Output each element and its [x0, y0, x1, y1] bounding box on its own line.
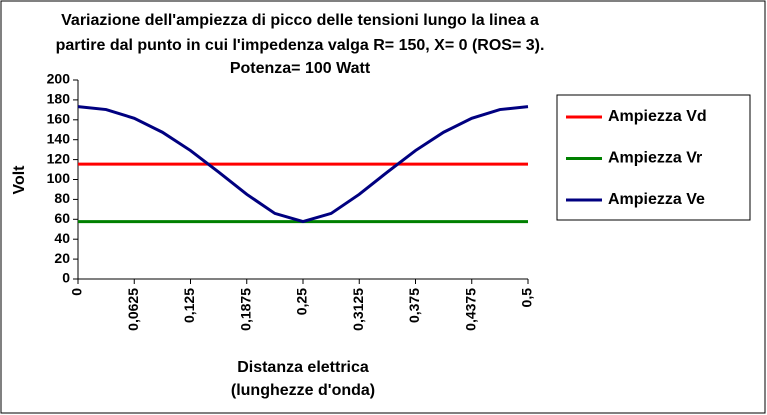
chart-subtitle: Potenza= 100 Watt — [230, 60, 371, 77]
x-axis-title: (lunghezze d'onda) — [231, 382, 375, 399]
x-tick-label: 0,5 — [519, 288, 535, 308]
series-line — [77, 105, 529, 224]
x-tick-label: 0,4375 — [462, 288, 478, 331]
y-tick-label: 80 — [54, 190, 70, 206]
y-tick-label: 200 — [47, 71, 71, 87]
x-tick-label: 0,25 — [294, 288, 310, 315]
chart-title: Variazione dell'ampiezza di picco delle … — [61, 12, 539, 29]
y-tick-label: 120 — [47, 150, 71, 166]
y-axis-title: Volt — [11, 165, 28, 195]
x-tick-label: 0,125 — [181, 288, 197, 323]
y-tick-label: 20 — [54, 250, 70, 266]
legend-label: Ampiezza Ve — [608, 191, 705, 208]
y-tick-label: 60 — [54, 210, 70, 226]
y-tick-label: 40 — [54, 230, 70, 246]
x-axis-title: Distanza elettrica — [237, 359, 369, 376]
x-tick-label: 0,1875 — [237, 288, 253, 331]
chart-title: partire dal punto in cui l'impedenza val… — [56, 37, 545, 54]
y-tick-label: 100 — [47, 170, 71, 186]
x-tick-label: 0,375 — [406, 288, 422, 323]
legend-label: Ampiezza Vr — [608, 150, 702, 167]
y-tick-label: 0 — [62, 270, 70, 286]
y-tick-label: 160 — [47, 111, 71, 127]
y-tick-label: 180 — [47, 91, 71, 107]
x-tick-label: 0,3125 — [350, 288, 366, 331]
legend-label: Ampiezza Vd — [608, 108, 707, 125]
y-tick-label: 140 — [47, 130, 71, 146]
x-tick-label: 0,0625 — [125, 288, 141, 331]
x-tick-label: 0 — [69, 288, 85, 296]
